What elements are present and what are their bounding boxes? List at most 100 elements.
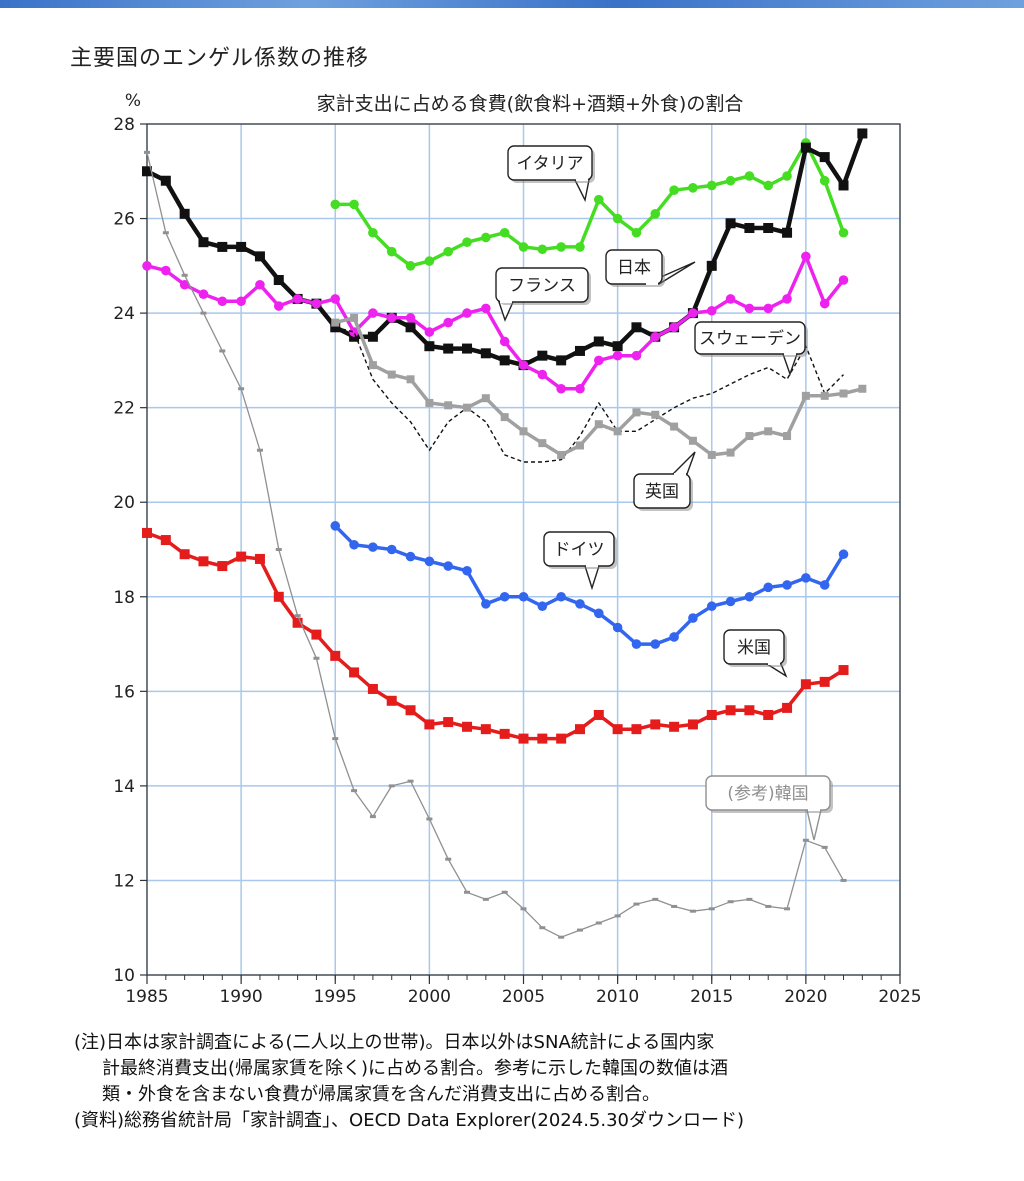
data-point (838, 549, 849, 560)
data-point (368, 227, 378, 238)
data-point (763, 303, 774, 314)
data-point (670, 422, 679, 431)
data-point (424, 327, 435, 337)
data-point (424, 556, 435, 567)
data-point (254, 553, 265, 564)
y-tick-label: 10 (113, 966, 135, 986)
data-point (219, 349, 226, 353)
data-point (499, 591, 510, 602)
data-point (801, 251, 811, 262)
y-tick-label: 14 (113, 777, 135, 797)
callout-label: (参考)韓国 (727, 784, 808, 804)
x-tick-label: 2025 (878, 987, 921, 1007)
callout-box (605, 249, 663, 285)
data-point (386, 544, 397, 555)
data-point (631, 639, 642, 649)
data-point (499, 227, 510, 238)
data-point (499, 336, 510, 347)
data-point (838, 227, 849, 238)
data-point (632, 408, 641, 417)
callout-英国: 英国 (633, 451, 696, 511)
data-point (160, 175, 171, 186)
callout-label: ドイツ (554, 540, 605, 560)
series-line (146, 152, 845, 938)
data-point (726, 448, 735, 457)
data-point (688, 436, 697, 445)
data-point (236, 551, 247, 562)
x-tick-label: 2005 (502, 987, 545, 1007)
callout-label: スウェーデン (699, 328, 801, 349)
data-point (650, 209, 661, 219)
data-point (801, 391, 810, 400)
data-point (255, 279, 265, 290)
data-point (838, 665, 849, 676)
data-point (763, 223, 774, 234)
series-line (334, 524, 845, 646)
data-point (313, 656, 320, 660)
data-point (782, 294, 792, 304)
data-point (765, 904, 772, 908)
data-point (179, 208, 190, 219)
data-point (744, 171, 755, 181)
data-point (501, 890, 508, 894)
callout-label: イタリア (516, 154, 583, 174)
data-point (462, 565, 472, 576)
data-point (462, 308, 472, 318)
data-point (593, 336, 604, 347)
data-point (706, 709, 717, 720)
data-point (782, 227, 793, 238)
data-point (405, 705, 416, 716)
data-point (575, 599, 585, 609)
data-point (669, 721, 680, 732)
data-point (537, 601, 548, 612)
data-point (801, 573, 811, 583)
data-point (593, 709, 604, 720)
callout-tail (584, 565, 600, 591)
data-point (556, 242, 566, 252)
data-point (292, 617, 303, 628)
callout-box (543, 531, 615, 567)
data-point (198, 556, 209, 567)
y-tick-label: 12 (113, 871, 135, 891)
callout-フランス: フランス (495, 267, 591, 322)
data-point (443, 317, 454, 328)
data-point (424, 341, 435, 352)
x-tick-label: 2000 (408, 987, 451, 1007)
data-point (142, 261, 152, 271)
data-point (594, 194, 604, 205)
data-point (367, 683, 378, 694)
data-point (405, 313, 416, 323)
data-point (671, 904, 678, 908)
data-point (273, 591, 284, 602)
data-point (840, 878, 847, 882)
data-point (725, 596, 736, 607)
data-point (142, 527, 152, 538)
data-point (576, 928, 583, 932)
callout-box (705, 775, 831, 811)
data-point (443, 343, 454, 354)
series-スウェーデン (335, 326, 844, 463)
data-point (330, 322, 341, 333)
data-point (462, 343, 473, 354)
data-point (782, 702, 793, 713)
data-point (784, 907, 791, 911)
data-point (369, 815, 376, 819)
data-point (368, 542, 378, 552)
x-tick-label: 1990 (219, 987, 262, 1007)
data-point (819, 175, 830, 186)
data-point (557, 450, 566, 459)
y-tick-label: 22 (113, 399, 135, 419)
data-point (388, 784, 395, 788)
data-point (819, 298, 830, 309)
data-point (273, 301, 284, 311)
data-point (706, 180, 717, 191)
series-line (335, 141, 846, 268)
data-point (482, 897, 489, 901)
data-point (236, 296, 246, 307)
data-point (688, 183, 698, 193)
data-point (574, 345, 585, 356)
data-point (198, 289, 209, 300)
data-point (556, 355, 567, 366)
callout-(参考)韓国: (参考)韓国 (705, 775, 833, 841)
callout-box (633, 473, 691, 509)
